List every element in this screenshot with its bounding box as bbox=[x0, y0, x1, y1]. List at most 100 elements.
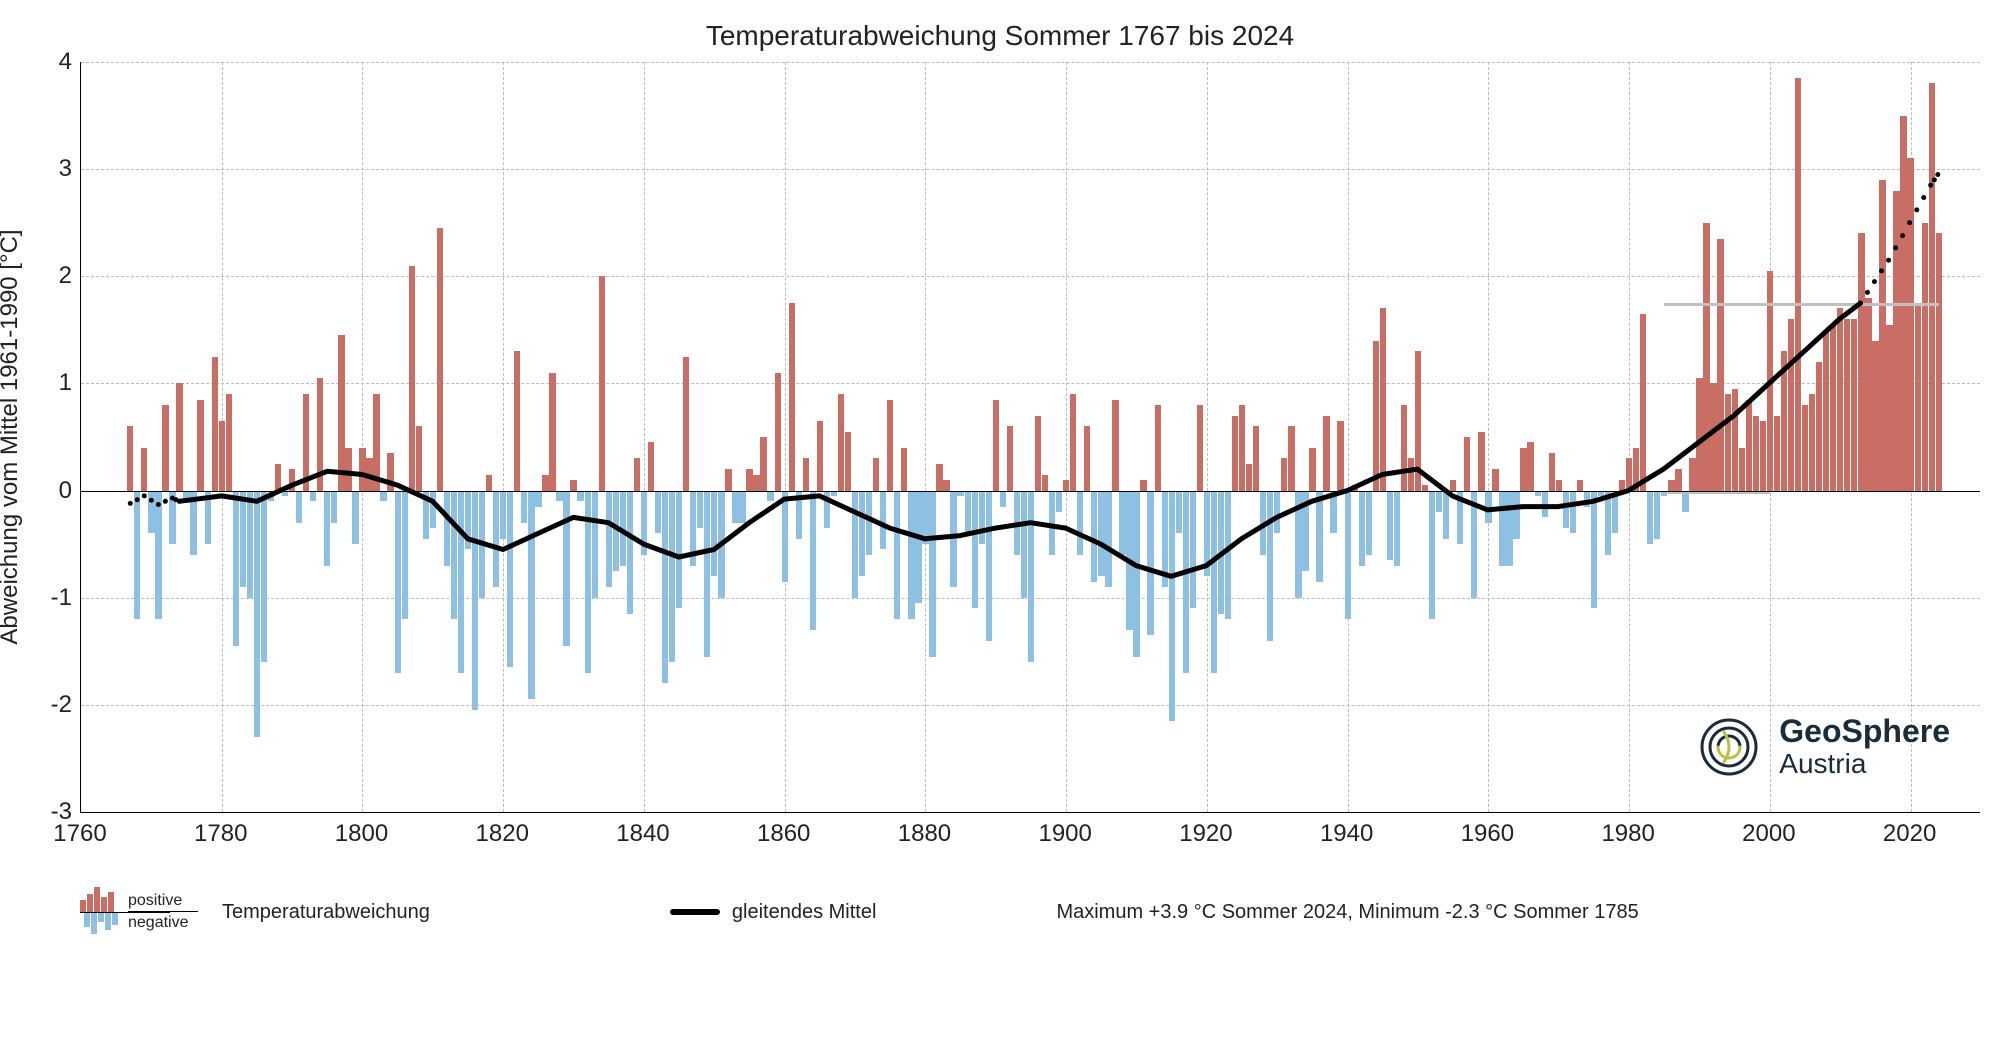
data-bar bbox=[1183, 491, 1189, 673]
data-bar bbox=[1330, 491, 1336, 534]
data-bar bbox=[1253, 426, 1259, 490]
y-tick-label: 4 bbox=[59, 48, 72, 76]
data-bar bbox=[127, 426, 133, 490]
data-bar bbox=[796, 491, 802, 539]
legend-extremes: Maximum +3.9 °C Sommer 2024, Minimum -2.… bbox=[1056, 901, 1638, 924]
data-bar bbox=[1760, 421, 1766, 491]
data-bar bbox=[535, 491, 541, 507]
data-bar bbox=[1056, 491, 1062, 512]
gridline-v bbox=[1207, 62, 1208, 812]
data-bar bbox=[1204, 491, 1210, 577]
data-bar bbox=[1049, 491, 1055, 555]
logo-line1: GeoSphere bbox=[1779, 714, 1950, 749]
legend-line-swatch bbox=[670, 909, 720, 915]
x-tick-label: 2020 bbox=[1883, 820, 1936, 848]
data-bar bbox=[697, 491, 703, 529]
data-bar bbox=[1197, 405, 1203, 491]
data-bar bbox=[1429, 491, 1435, 620]
data-bar bbox=[1316, 491, 1322, 582]
data-bar bbox=[1345, 491, 1351, 620]
data-bar bbox=[1563, 491, 1569, 529]
gridline-v bbox=[1629, 62, 1630, 812]
gridline-v bbox=[1488, 62, 1489, 812]
data-bar bbox=[155, 491, 161, 620]
data-bar bbox=[1774, 416, 1780, 491]
data-bar bbox=[775, 373, 781, 491]
data-bar bbox=[409, 266, 415, 491]
gridline-v bbox=[644, 62, 645, 812]
geosphere-logo: GeoSphere Austria bbox=[1694, 712, 1950, 782]
data-bar bbox=[472, 491, 478, 711]
data-bar bbox=[936, 464, 942, 491]
data-bar bbox=[289, 469, 295, 490]
data-bar bbox=[1443, 491, 1449, 539]
data-bar bbox=[943, 480, 949, 491]
data-bar bbox=[458, 491, 464, 673]
data-bar bbox=[521, 491, 527, 523]
data-bar bbox=[162, 405, 168, 491]
data-bar bbox=[310, 491, 316, 502]
data-bar bbox=[444, 491, 450, 566]
data-bar bbox=[620, 491, 626, 566]
data-bar bbox=[352, 491, 358, 545]
gridline-h bbox=[81, 62, 1980, 63]
data-bar bbox=[247, 491, 253, 598]
data-bar bbox=[1865, 298, 1871, 491]
data-bar bbox=[479, 491, 485, 598]
data-bar bbox=[1753, 416, 1759, 491]
data-bar bbox=[1499, 491, 1505, 566]
data-bar bbox=[880, 491, 886, 550]
x-tick-label: 1960 bbox=[1461, 820, 1514, 848]
data-bar bbox=[1922, 223, 1928, 491]
data-bar bbox=[648, 442, 654, 490]
data-bar bbox=[894, 491, 900, 620]
data-bar bbox=[711, 491, 717, 577]
data-bar bbox=[782, 491, 788, 582]
data-bar bbox=[950, 491, 956, 587]
data-bar bbox=[1373, 341, 1379, 491]
x-tick-label: 1840 bbox=[616, 820, 669, 848]
data-bar bbox=[613, 491, 619, 571]
data-bar bbox=[366, 458, 372, 490]
data-bar bbox=[1584, 491, 1590, 507]
data-bar bbox=[507, 491, 513, 668]
y-tick-label: 2 bbox=[59, 262, 72, 290]
data-bar bbox=[226, 394, 232, 490]
data-bar bbox=[1014, 491, 1020, 555]
chart-plot-area: Abweichung vom Mittel 1961-1990 [°C] -3-… bbox=[20, 62, 1980, 812]
data-bar bbox=[570, 480, 576, 491]
data-bar bbox=[1619, 480, 1625, 491]
data-bar bbox=[873, 458, 879, 490]
data-bar bbox=[1520, 448, 1526, 491]
data-bar bbox=[1739, 448, 1745, 491]
data-bar bbox=[387, 453, 393, 491]
data-bar bbox=[219, 421, 225, 491]
data-bar bbox=[1802, 405, 1808, 491]
x-tick-label: 1940 bbox=[1320, 820, 1373, 848]
data-bar bbox=[972, 491, 978, 609]
data-bar bbox=[275, 464, 281, 491]
data-bar bbox=[1232, 416, 1238, 491]
data-bar bbox=[528, 491, 534, 700]
data-bar bbox=[1267, 491, 1273, 641]
data-bar bbox=[1176, 491, 1182, 534]
data-bar bbox=[324, 491, 330, 566]
x-tick-label: 2000 bbox=[1742, 820, 1795, 848]
data-bar bbox=[1457, 491, 1463, 545]
y-tick-label: 0 bbox=[59, 477, 72, 505]
data-bar bbox=[866, 491, 872, 555]
data-bar bbox=[141, 448, 147, 491]
data-bar bbox=[1246, 464, 1252, 491]
data-bar bbox=[690, 491, 696, 566]
data-bar bbox=[1190, 491, 1196, 609]
data-bar bbox=[1366, 491, 1372, 555]
data-bar bbox=[1155, 405, 1161, 491]
gridline-v bbox=[925, 62, 926, 812]
data-bar bbox=[1689, 458, 1695, 490]
data-bar bbox=[134, 491, 140, 620]
data-bar bbox=[500, 491, 506, 539]
data-bar bbox=[486, 475, 492, 491]
data-bar bbox=[1647, 491, 1653, 545]
data-bar bbox=[1323, 416, 1329, 491]
data-bar bbox=[514, 351, 520, 490]
